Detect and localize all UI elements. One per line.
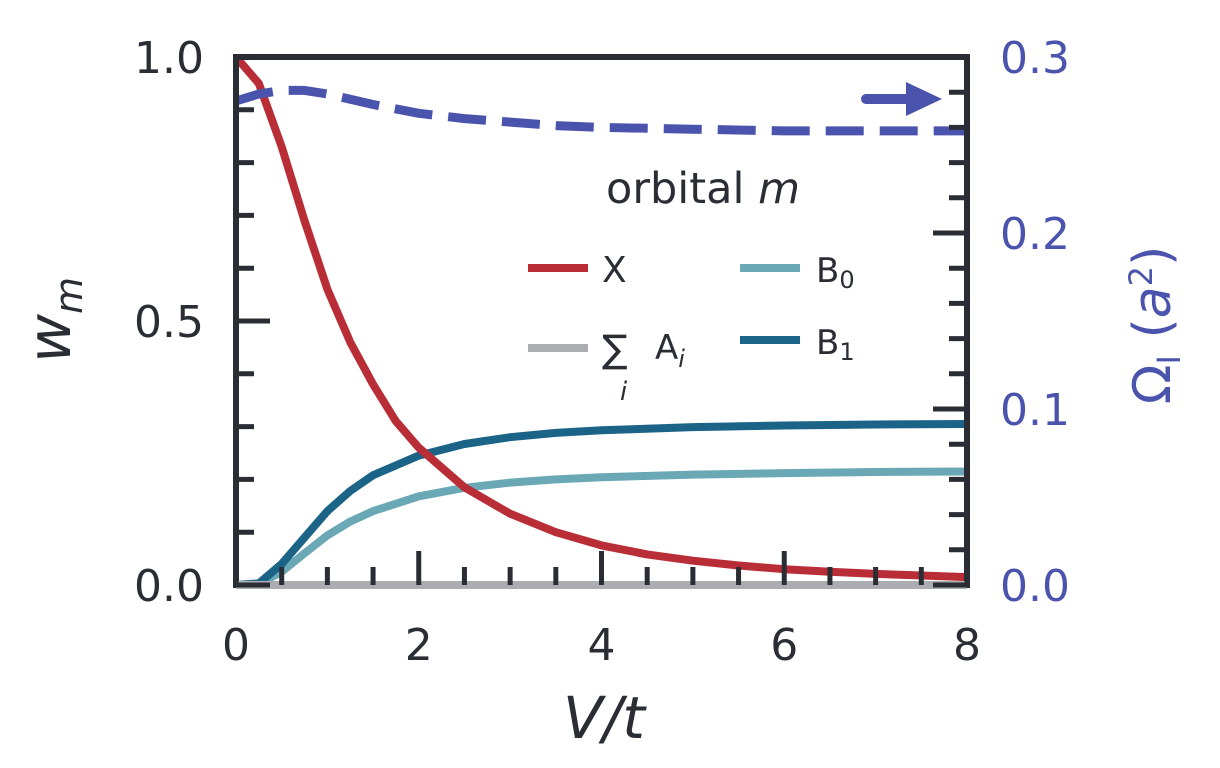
y-axis-label-sub: m bbox=[47, 277, 91, 314]
y2-axis-label-sub: I bbox=[1150, 355, 1188, 364]
series-omega-line bbox=[234, 85, 967, 136]
plot-lines bbox=[232, 54, 968, 589]
y2-axis-label: ΩI (a2) bbox=[1122, 246, 1188, 405]
y2-tick-label: 0.2 bbox=[1000, 209, 1070, 260]
x-tick-label: 4 bbox=[588, 620, 616, 671]
legend-label-x: X bbox=[602, 250, 627, 291]
legend-label-b1-base: B bbox=[816, 323, 839, 363]
legend-title: orbital m bbox=[606, 164, 800, 214]
y2-axis-label-paren-close: ) bbox=[1123, 246, 1183, 266]
y2-axis-label-space bbox=[1123, 339, 1183, 356]
legend-label-b0-sub: 0 bbox=[839, 266, 854, 294]
y-axis-label-base: w bbox=[15, 313, 85, 363]
y-tick-label: 1.0 bbox=[134, 33, 204, 84]
x-tick-label: 6 bbox=[770, 620, 798, 671]
y-tick-label: 0.5 bbox=[134, 297, 204, 348]
y2-tick-label: 0.0 bbox=[1000, 561, 1070, 612]
series-x-line bbox=[232, 54, 968, 582]
legend-label-b1: B1 bbox=[816, 323, 855, 366]
x-axis-label: V/t bbox=[563, 684, 647, 752]
series-b0-line bbox=[235, 467, 968, 589]
x-tick-label: 8 bbox=[953, 620, 981, 671]
legend-label-a-sum: ∑ bbox=[602, 327, 628, 371]
legend-label-b0-base: B bbox=[816, 251, 839, 291]
axes bbox=[233, 54, 970, 589]
legend-label-a-sub: i bbox=[678, 345, 685, 373]
y2-tick-label: 0.3 bbox=[1000, 33, 1070, 84]
legend-label-b1-sub: 1 bbox=[839, 338, 854, 366]
x-tick-label: 0 bbox=[222, 620, 250, 671]
right-axis-arrow-icon bbox=[861, 82, 942, 116]
legend-label-a: Ai bbox=[655, 328, 685, 373]
tick-labels: 0 2 4 6 8 0.0 0.5 1.0 0.0 0.1 0.2 0.3 bbox=[134, 33, 1070, 671]
y-tick-label: 0.0 bbox=[134, 561, 204, 612]
y2-axis-label-unit: a bbox=[1123, 286, 1183, 318]
ticks bbox=[233, 54, 970, 588]
x-tick-label: 2 bbox=[405, 620, 433, 671]
y2-axis-label-paren-open: ( bbox=[1123, 318, 1183, 338]
legend-title-text: orbital bbox=[606, 164, 758, 214]
y2-axis-label-base: Ω bbox=[1123, 365, 1183, 405]
series-b1-line bbox=[235, 420, 968, 589]
legend: orbital m X ∑ i Ai B0 B1 bbox=[528, 164, 855, 407]
y2-axis-label-unit-exp: 2 bbox=[1122, 266, 1160, 286]
legend-label-a-sum-index: i bbox=[620, 377, 628, 407]
legend-label-b0: B0 bbox=[816, 251, 855, 294]
plot-frame bbox=[233, 54, 970, 588]
legend-label-a-base: A bbox=[655, 328, 678, 368]
legend-title-var: m bbox=[758, 164, 800, 214]
y-axis-label: wm bbox=[15, 277, 91, 363]
y2-tick-label: 0.1 bbox=[1000, 385, 1070, 436]
